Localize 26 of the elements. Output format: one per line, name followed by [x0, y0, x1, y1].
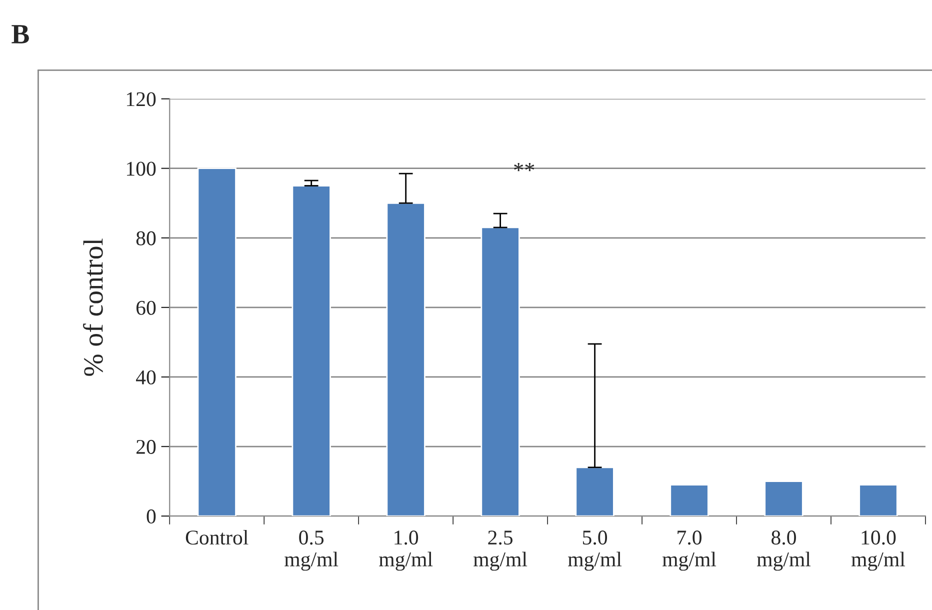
x-tick-label: Control	[186, 530, 248, 545]
x-tick-label: 1.0 mg/ml	[379, 530, 433, 571]
bar	[480, 226, 520, 516]
bar	[292, 185, 331, 516]
x-tick-label: 0.5 mg/ml	[284, 530, 338, 571]
y-axis-title: % of control	[83, 238, 103, 376]
bar	[670, 484, 709, 516]
bar	[386, 202, 426, 516]
x-tick-label: 10.0 mg/ml	[851, 530, 906, 571]
bar	[575, 466, 614, 516]
annotation: **	[514, 162, 534, 172]
x-tick-label: 5.0 mg/ml	[568, 530, 622, 571]
y-tick-label: 60	[136, 300, 156, 315]
y-tick-label: 100	[127, 162, 156, 176]
y-tick-label: 120	[127, 92, 156, 106]
y-tick-label: 80	[136, 231, 156, 246]
bar	[858, 484, 898, 516]
y-tick-label: 0	[146, 509, 156, 524]
bar	[197, 168, 236, 516]
y-tick-label: 20	[136, 440, 156, 454]
x-tick-label: 2.5 mg/ml	[474, 530, 528, 571]
y-tick-label: 40	[136, 370, 156, 384]
chart-title: B	[12, 25, 29, 44]
bar	[764, 480, 804, 516]
x-tick-label: 7.0 mg/ml	[662, 530, 716, 571]
x-tick-label: 8.0 mg/ml	[756, 530, 811, 571]
